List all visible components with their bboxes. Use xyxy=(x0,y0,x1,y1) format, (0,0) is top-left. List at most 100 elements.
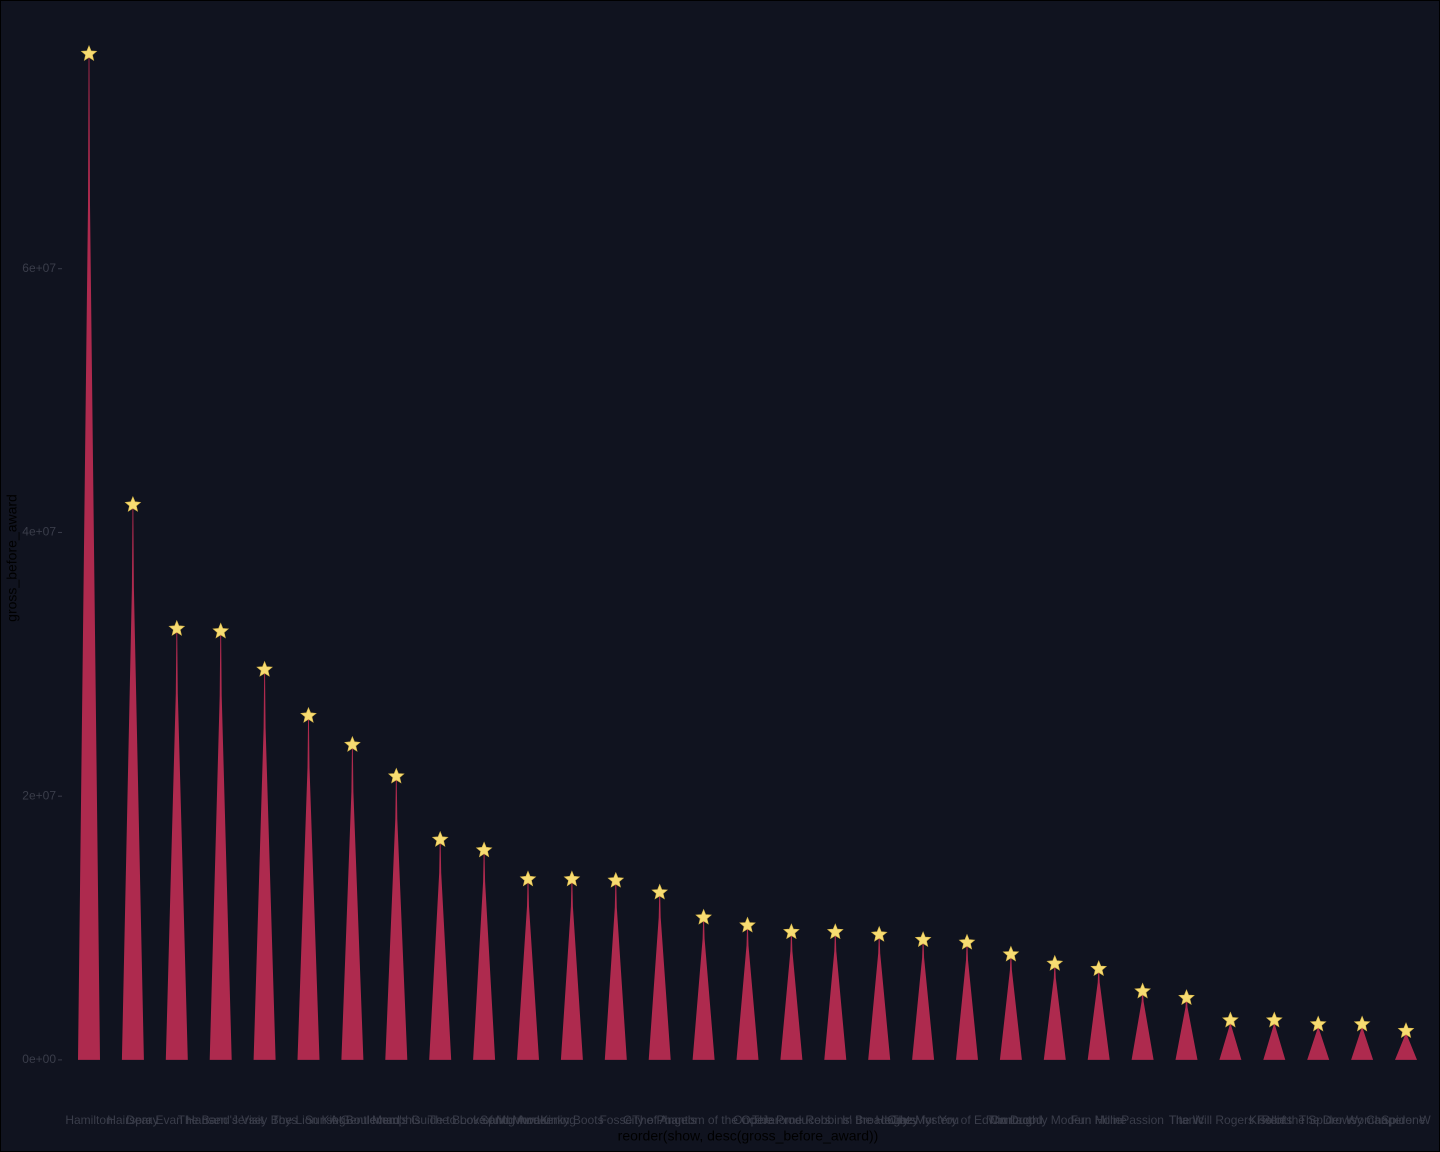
star xyxy=(431,830,449,847)
star xyxy=(870,925,888,942)
star xyxy=(80,45,98,61)
y-tick-label: 2e+07 xyxy=(22,788,56,802)
star xyxy=(256,660,273,677)
tree xyxy=(1087,968,1110,1060)
x-tick-label: Rent xyxy=(1262,1113,1288,1127)
star xyxy=(212,622,230,639)
x-tick-label: Thoroughly Modern Millie xyxy=(987,1113,1122,1127)
tree xyxy=(780,931,803,1060)
star xyxy=(387,767,405,784)
star xyxy=(1090,960,1108,977)
tree xyxy=(1307,1024,1330,1060)
x-tick-label: Crazy for You xyxy=(887,1113,959,1127)
star xyxy=(826,923,844,940)
star xyxy=(1353,1015,1371,1032)
tree xyxy=(736,925,759,1060)
x-tick-label: Fun Home xyxy=(1071,1113,1127,1127)
x-tick-label: Fosse xyxy=(599,1113,632,1127)
tree xyxy=(956,942,978,1060)
x-tick-label: A Gentleman's Guide to Love and Murder xyxy=(330,1113,550,1127)
star xyxy=(1134,982,1151,999)
x-tick-label: The Book of Mormon xyxy=(428,1113,540,1127)
x-tick-label: Spring Awakening xyxy=(480,1113,576,1127)
tree xyxy=(1175,997,1198,1060)
star xyxy=(651,883,669,900)
x-tick-label: Jersey Boys xyxy=(232,1113,297,1127)
x-tick-label: Sunset Boulevard xyxy=(305,1113,400,1127)
tree xyxy=(429,839,452,1060)
tree xyxy=(209,631,232,1060)
x-tick-label: Titanic xyxy=(1169,1113,1204,1127)
star xyxy=(783,923,800,940)
x-axis-title: reorder(show, desc(gross_before_award)) xyxy=(618,1128,879,1144)
star xyxy=(1222,1011,1239,1028)
tree xyxy=(1043,963,1066,1060)
x-tick-label: Jerome Robbins' Broadway xyxy=(762,1113,908,1127)
tree xyxy=(868,934,891,1060)
star xyxy=(1265,1011,1283,1028)
tree xyxy=(1219,1020,1242,1060)
x-tick-label: Passion xyxy=(1121,1113,1164,1127)
x-tick-label: Kiss of the Spider Woman xyxy=(1249,1113,1388,1127)
star xyxy=(1309,1015,1327,1032)
star xyxy=(124,496,142,512)
star xyxy=(475,841,493,858)
x-tick-label: The Drowsy Chaperone xyxy=(1299,1113,1426,1127)
x-tick-label: The Phantom of the Opera xyxy=(633,1113,775,1127)
y-tick-label: 6e+07 xyxy=(22,261,56,275)
tree xyxy=(297,715,320,1060)
tree xyxy=(473,850,496,1060)
x-tick-label: City of Angels xyxy=(623,1113,696,1127)
tree xyxy=(165,628,188,1060)
tree xyxy=(517,879,539,1060)
star xyxy=(1046,954,1064,971)
x-tick-label: The Lion King xyxy=(271,1113,345,1127)
star xyxy=(563,870,581,887)
x-tick-label: In the Heights xyxy=(842,1113,916,1127)
star xyxy=(344,735,361,752)
x-tick-label: Hairspray xyxy=(107,1113,158,1127)
tree xyxy=(1131,991,1154,1060)
star xyxy=(739,916,756,933)
star xyxy=(300,706,317,723)
star xyxy=(519,870,537,887)
tree xyxy=(253,669,276,1060)
y-tick-label: 0e+00 xyxy=(22,1052,56,1066)
x-tick-label: Once xyxy=(733,1113,762,1127)
x-tick-label: Memphis xyxy=(372,1113,421,1127)
star xyxy=(914,931,932,948)
y-tick-label: 4e+07 xyxy=(22,525,56,539)
x-tick-label: The Producers xyxy=(752,1113,831,1127)
tree xyxy=(121,504,144,1060)
x-tick-label: Spider W xyxy=(1381,1113,1431,1127)
x-tick-label: Hamilton xyxy=(65,1113,112,1127)
x-tick-label: Kinky Boots xyxy=(540,1113,603,1127)
star xyxy=(958,933,976,950)
tree xyxy=(692,917,715,1060)
tree xyxy=(604,880,627,1060)
y-axis-title: gross_before_award xyxy=(4,494,20,622)
tree xyxy=(999,954,1022,1060)
tree xyxy=(912,939,935,1060)
x-tick-label: The Band's Visit xyxy=(178,1113,265,1127)
star xyxy=(168,619,186,636)
x-tick-label: The Mystery of Edwin Drood xyxy=(891,1113,1042,1127)
star xyxy=(1178,989,1195,1006)
tree xyxy=(1395,1030,1417,1060)
x-tick-label: Dear Evan Hansen xyxy=(126,1113,227,1127)
star xyxy=(607,871,625,888)
tree xyxy=(1351,1024,1374,1060)
tree xyxy=(648,892,671,1060)
x-tick-label: The Will Rogers Follies xyxy=(1169,1113,1292,1127)
tree xyxy=(78,53,100,1060)
tree xyxy=(341,744,364,1060)
tree xyxy=(824,931,847,1060)
star xyxy=(1397,1022,1415,1039)
tree xyxy=(560,879,583,1060)
star xyxy=(695,908,712,925)
tree xyxy=(385,776,408,1060)
x-tick-label: Contact xyxy=(990,1113,1032,1127)
